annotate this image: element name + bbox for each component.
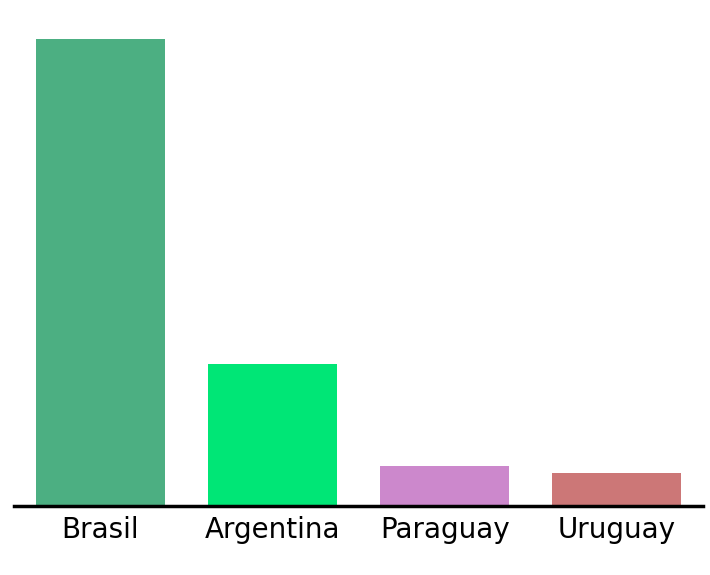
Bar: [380, 466, 509, 506]
Bar: [208, 365, 337, 506]
Bar: [552, 473, 682, 506]
Bar: [36, 39, 165, 506]
